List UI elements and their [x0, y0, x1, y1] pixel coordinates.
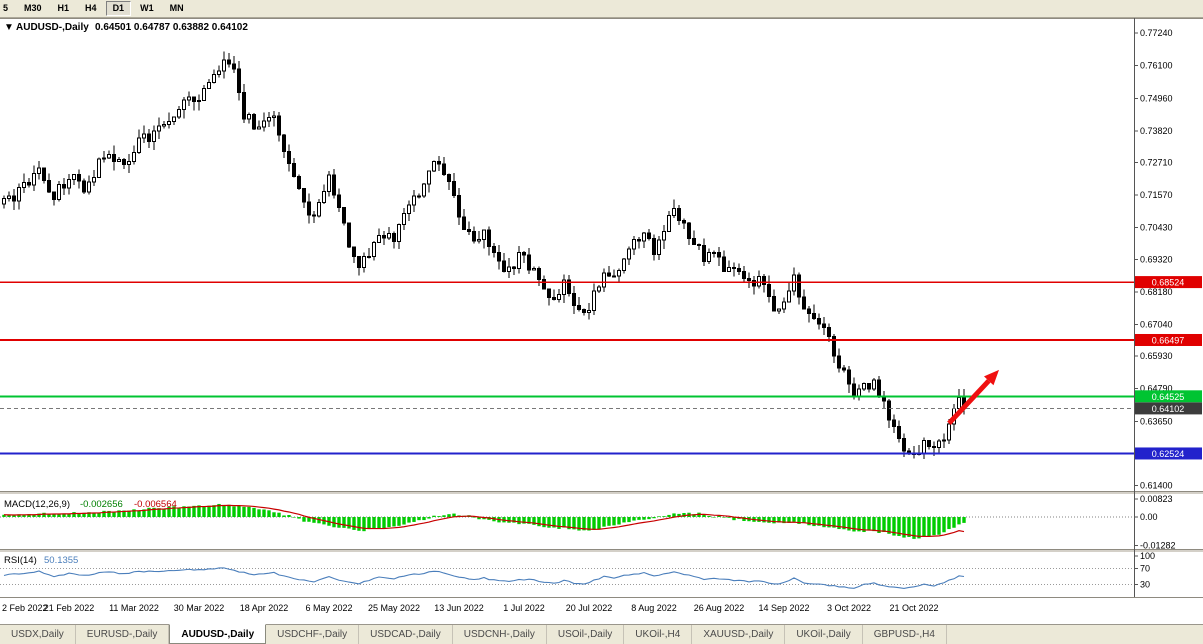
- x-axis-tick-label: 6 May 2022: [305, 603, 352, 613]
- macd-panel: MACD(12,26,9) -0.002656 -0.006564: [0, 499, 1134, 539]
- y-axis-tick-label: 0.61400: [1140, 481, 1173, 491]
- y-axis-tick-label: 0.77240: [1140, 28, 1173, 38]
- chart-dropdown-icon: ▼: [4, 22, 14, 33]
- tab-label: USOil-,Daily: [557, 629, 613, 640]
- panel-separator-main-macd[interactable]: [0, 491, 1203, 494]
- macd-value-signal: -0.006564: [134, 499, 177, 510]
- tab-label: USDX,Daily: [11, 629, 64, 640]
- x-axis-tick-label: 30 Mar 2022: [174, 603, 225, 613]
- y-axis-tick-label: 0.72710: [1140, 158, 1173, 168]
- rsi-axis-tick-label: 70: [1140, 563, 1150, 573]
- chart-tab-ukoil-daily[interactable]: UKOil-,Daily: [785, 625, 863, 644]
- x-axis-tick-label: 20 Jul 2022: [566, 603, 613, 613]
- chart-symbol-label: AUDUSD-,Daily: [16, 22, 89, 33]
- rsi-line: [3, 567, 965, 590]
- trend-arrow[interactable]: [947, 369, 999, 426]
- rsi-value: 50.1355: [44, 555, 78, 566]
- timeframe-button-5[interactable]: 5: [0, 1, 15, 16]
- timeframe-button-mn[interactable]: MN: [163, 1, 191, 16]
- macd-signal-line: [3, 504, 965, 538]
- hline-price-label-1-text: 0.66497: [1152, 335, 1185, 345]
- x-axis-tick-label: 13 Jun 2022: [434, 603, 484, 613]
- tab-label: AUDUSD-,Daily: [181, 628, 255, 640]
- chart-tab-bar: USDX,Daily EURUSD-,Daily AUDUSD-,Daily USDC…: [0, 624, 1203, 644]
- panel-separator-macd-rsi[interactable]: [0, 549, 1203, 552]
- macd-axis-tick-label: 0.00: [1140, 512, 1158, 522]
- hline-price-label-1: 0.66497: [1135, 333, 1202, 346]
- tab-label: UKOil-,H4: [635, 629, 681, 640]
- chart-tab-usoil-daily[interactable]: USOil-,Daily: [547, 625, 625, 644]
- x-axis-tick-label: 2 Feb 2022: [2, 603, 48, 613]
- x-axis-tick-label: 25 May 2022: [368, 603, 420, 613]
- timeframe-button-m30[interactable]: M30: [17, 1, 49, 16]
- timeframe-button-h4[interactable]: H4: [78, 1, 104, 16]
- x-axis-tick-label: 8 Aug 2022: [631, 603, 677, 613]
- current-price-label-text: 0.64102: [1152, 404, 1185, 414]
- tab-label: GBPUSD-,H4: [873, 629, 935, 640]
- y-axis-tick-label: 0.69320: [1140, 254, 1173, 264]
- y-axis-tick-label: 0.74960: [1140, 93, 1173, 103]
- y-axis-tick-label: 0.63650: [1140, 416, 1173, 426]
- macd-value-main: -0.002656: [80, 499, 123, 510]
- macd-axis-tick-label: -0.01282: [1140, 540, 1176, 550]
- y-axis-tick-label: 0.73820: [1140, 126, 1173, 136]
- x-axis-tick-label: 21 Feb 2022: [44, 603, 95, 613]
- chart-container: ▼ AUDUSD-,Daily 0.64501 0.64787 0.63882 0.…: [0, 18, 1203, 624]
- indicator-label-macd: MACD(12,26,9): [4, 499, 70, 510]
- candlesticks: [1, 51, 967, 460]
- hline-price-label-2-text: 0.64525: [1152, 392, 1185, 402]
- x-axis-tick-label: 26 Aug 2022: [694, 603, 745, 613]
- chart-ohlc-values: 0.64501 0.64787 0.63882 0.64102: [95, 22, 248, 33]
- x-axis-tick-label: 11 Mar 2022: [109, 603, 159, 613]
- tab-label: USDCHF-,Daily: [277, 629, 348, 640]
- price-chart-canvas[interactable]: ▼ AUDUSD-,Daily 0.64501 0.64787 0.63882 0.…: [0, 18, 1203, 624]
- rsi-axis-tick-label: 30: [1140, 580, 1150, 590]
- chart-tab-usdcad-daily[interactable]: USDCAD-,Daily: [359, 625, 453, 644]
- chart-tab-gbpusd-h4[interactable]: GBPUSD-,H4: [863, 625, 947, 644]
- tab-label: XAUUSD-,Daily: [703, 629, 774, 640]
- chart-tab-usdx-daily[interactable]: USDX,Daily: [0, 625, 76, 644]
- macd-axis-tick-label: 0.00823: [1140, 494, 1173, 504]
- chart-tab-ukoil-h4[interactable]: UKOil-,H4: [624, 625, 693, 644]
- y-axis-tick-label: 0.68180: [1140, 287, 1173, 297]
- y-axis-tick-label: 0.64790: [1140, 384, 1173, 394]
- timeframe-button-d1[interactable]: D1: [105, 1, 132, 16]
- hline-price-label-3: 0.62524: [1135, 447, 1202, 460]
- hline-price-label-2: 0.64525: [1135, 390, 1202, 403]
- y-axis-tick-label: 0.65930: [1140, 351, 1173, 361]
- x-axis-tick-label: 18 Apr 2022: [240, 603, 289, 613]
- timeframe-button-h1[interactable]: H1: [51, 1, 77, 16]
- y-axis-tick-label: 0.71570: [1140, 190, 1173, 200]
- current-price-label: 0.64102: [1135, 402, 1202, 415]
- x-axis-tick-label: 21 Oct 2022: [889, 603, 938, 613]
- indicator-label-rsi: RSI(14): [4, 555, 37, 566]
- chart-tab-eurusd-daily[interactable]: EURUSD-,Daily: [76, 625, 170, 644]
- chart-tab-xauusd-daily[interactable]: XAUUSD-,Daily: [692, 625, 786, 644]
- hline-price-label-0-text: 0.68524: [1152, 278, 1185, 288]
- tab-label: USDCAD-,Daily: [370, 629, 441, 640]
- chart-tab-usdchf-daily[interactable]: USDCHF-,Daily: [266, 625, 360, 644]
- tab-label: UKOil-,Daily: [796, 629, 851, 640]
- chart-tab-usdcnh-daily[interactable]: USDCNH-,Daily: [453, 625, 547, 644]
- rsi-panel: RSI(14) 50.1355: [0, 555, 1134, 590]
- x-axis-tick-label: 3 Oct 2022: [827, 603, 871, 613]
- rsi-axis-tick-label: 100: [1140, 551, 1155, 561]
- tab-label: EURUSD-,Daily: [86, 629, 158, 640]
- timeframe-toolbar: 5 M30 H1 H4 D1 W1 MN: [0, 0, 1203, 18]
- hline-price-label-3-text: 0.62524: [1152, 449, 1185, 459]
- timeframe-button-w1[interactable]: W1: [133, 1, 161, 16]
- tab-label: USDCNH-,Daily: [463, 629, 535, 640]
- y-axis-tick-label: 0.76100: [1140, 61, 1173, 71]
- chart-tab-audusd-daily[interactable]: AUDUSD-,Daily: [169, 624, 267, 644]
- x-axis-tick-label: 14 Sep 2022: [758, 603, 809, 613]
- x-axis-tick-label: 1 Jul 2022: [503, 603, 545, 613]
- y-axis-tick-label: 0.67040: [1140, 319, 1173, 329]
- y-axis-tick-label: 0.70430: [1140, 223, 1173, 233]
- hline-price-label-0: 0.68524: [1135, 276, 1202, 289]
